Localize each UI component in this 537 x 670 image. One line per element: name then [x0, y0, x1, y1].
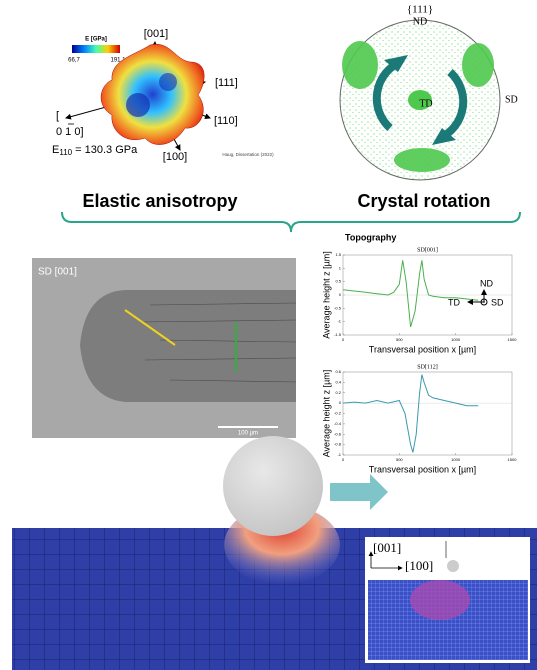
y-tick-label: -0.8 [334, 442, 342, 447]
direction-label: [111] [215, 77, 238, 89]
x-tick-label: 0 [342, 337, 345, 342]
axes-icon: ND TD SD [448, 278, 504, 307]
surface-shading [126, 93, 150, 117]
direction-label: [110] [214, 115, 238, 127]
transition-arrow [330, 474, 388, 510]
y-tick-label: -0.5 [334, 305, 342, 310]
scratch-track [80, 290, 296, 402]
direction-label: [ [56, 110, 59, 122]
plot-title: SD[001] [417, 247, 438, 253]
pole-sd: SD [505, 94, 518, 105]
x-tick-label: 500 [396, 337, 403, 342]
x-tick-label: 500 [396, 457, 403, 462]
colorbar [72, 45, 120, 53]
modulus-symbol: E [52, 144, 59, 156]
x-tick-label: 1500 [508, 337, 518, 342]
x-axis-label: Transversal position x [µm] [369, 344, 476, 354]
inset-dir-100: [100] [405, 558, 433, 573]
pole-cluster [342, 41, 378, 89]
y-tick-label: -1.5 [334, 332, 342, 337]
plot-frame [343, 372, 512, 455]
y-tick-label: 0.4 [335, 379, 341, 384]
y-tick-label: 0 [339, 292, 342, 297]
surface-shading [159, 73, 177, 91]
micrograph: SD [001] 100 µm [32, 258, 296, 438]
caption: Crystal rotation [357, 191, 490, 211]
axis-nd: ND [480, 278, 493, 288]
profile-line [343, 260, 478, 327]
pole-cluster [462, 43, 494, 87]
modulus: E110 = 130.3 GPa [52, 144, 138, 157]
inset-stress [410, 580, 470, 620]
axis-sd: SD [491, 297, 504, 307]
scale-label: 100 µm [238, 431, 258, 437]
axis-td: TD [448, 297, 460, 307]
pole-cluster [394, 148, 450, 172]
direction-label: [001] [144, 28, 168, 40]
y-tick-label: -0.2 [334, 411, 342, 416]
y-axis-label: Average height z [µm] [321, 251, 331, 339]
colorbar-title: E [GPa] [85, 37, 107, 43]
y-tick-label: -1 [337, 319, 341, 324]
graphical-abstract: E [GPa] 66,7 191,1 [001] [111] [110] [10… [0, 0, 537, 670]
modulus-subscript: 110 [59, 148, 72, 157]
y-tick-label: 0 [339, 400, 342, 405]
y-tick-label: 1 [339, 265, 342, 270]
y-axis-label: Average height z [µm] [321, 370, 331, 458]
y-tick-label: -0.4 [334, 421, 342, 426]
x-tick-label: 0 [342, 457, 345, 462]
x-tick-label: 1000 [451, 457, 461, 462]
pole-td: TD [419, 98, 432, 109]
elastic-panel: E [GPa] 66,7 191,1 [001] [111] [110] [10… [52, 28, 274, 211]
colorbar-min: 66,7 [68, 58, 80, 64]
y-tick-label: -0.6 [334, 431, 342, 436]
direction-label: 0 1 0] [56, 126, 84, 138]
plot-title: SD[112] [417, 364, 437, 370]
topography-title: Topography [345, 232, 396, 242]
y-tick-label: 1.5 [335, 252, 341, 257]
inset-indenter [447, 560, 459, 572]
pole-panel: {111} ND SD TD Crystal rotation [340, 4, 518, 211]
pole-nd: ND [413, 16, 427, 27]
x-tick-label: 1000 [451, 337, 461, 342]
modulus-value: = 130.3 GPa [72, 144, 138, 156]
credit: Haug, Dissertation (2022) [222, 152, 274, 157]
brace [62, 212, 520, 232]
indenter [223, 436, 323, 536]
y-tick-label: 0.2 [335, 390, 341, 395]
x-axis-label: Transversal position x [µm] [369, 464, 476, 474]
caption: Elastic anisotropy [82, 191, 237, 211]
y-tick-label: 0.5 [335, 279, 341, 284]
micrograph-label: SD [001] [38, 267, 77, 278]
y-tick-label: 0.6 [335, 369, 341, 374]
pole-family: {111} [407, 4, 433, 16]
x-tick-label: 1500 [508, 457, 518, 462]
profile-line [343, 375, 478, 453]
direction-label: [100] [163, 151, 187, 163]
inset-dir-001: [001] [373, 540, 401, 555]
